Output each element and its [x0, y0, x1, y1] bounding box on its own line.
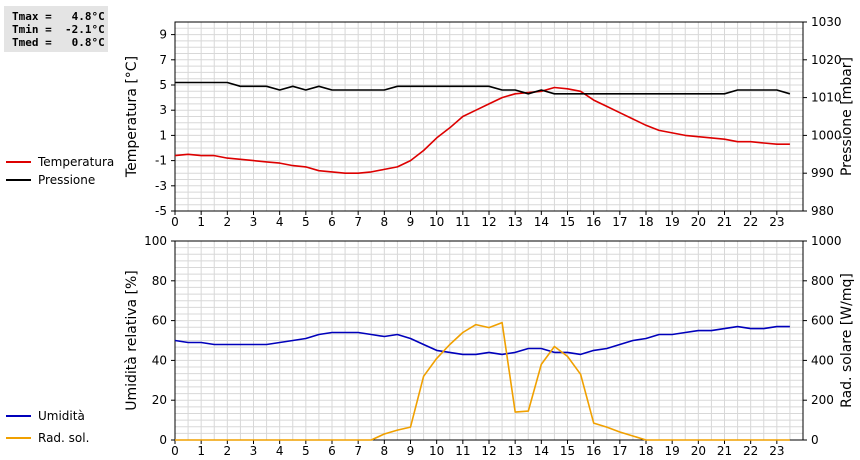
x-tick-label: 5 [302, 444, 310, 458]
x-tick-label: 3 [250, 215, 258, 229]
x-tick-label: 9 [407, 444, 415, 458]
x-tick-label: 18 [638, 215, 653, 229]
y-right-tick-label: 1030 [811, 15, 842, 29]
y-left-tick-label: 0 [159, 433, 167, 447]
x-tick-label: 15 [560, 215, 575, 229]
y-right-axis-label: Rad. solare [W/mq] [839, 273, 855, 408]
x-tick-label: 0 [171, 444, 179, 458]
y-right-tick-label: 600 [811, 314, 834, 328]
x-tick-label: 15 [560, 444, 575, 458]
x-tick-label: 8 [381, 444, 389, 458]
x-tick-label: 14 [534, 215, 549, 229]
x-tick-label: 22 [743, 444, 758, 458]
x-tick-label: 0 [171, 215, 179, 229]
x-tick-label: 7 [354, 215, 362, 229]
x-tick-label: 1 [197, 215, 205, 229]
x-tick-label: 13 [508, 444, 523, 458]
legend-label: Temperatura [37, 155, 114, 169]
x-tick-label: 4 [276, 444, 284, 458]
x-tick-label: 23 [769, 215, 784, 229]
x-tick-label: 2 [224, 215, 232, 229]
series-line-pressione [175, 81, 791, 95]
y-left-tick-label: -5 [155, 204, 167, 218]
y-left-tick-label: 80 [152, 274, 167, 288]
x-tick-label: 6 [328, 444, 336, 458]
x-tick-label: 14 [534, 444, 549, 458]
x-tick-label: 16 [586, 215, 601, 229]
y-left-tick-label: 60 [152, 314, 167, 328]
y-left-tick-label: 20 [152, 393, 167, 407]
x-tick-label: 3 [250, 444, 258, 458]
y-right-tick-label: 0 [811, 433, 819, 447]
stat-tmax: Tmax = 4.8°C [12, 10, 105, 23]
y-right-tick-label: 1020 [811, 53, 842, 67]
y-left-tick-label: 7 [159, 53, 167, 67]
legend-label: Umidità [38, 409, 85, 423]
x-tick-label: 10 [429, 215, 444, 229]
legend-label: Pressione [38, 173, 95, 187]
y-right-axis-label: Pressione [mbar] [839, 57, 855, 176]
x-tick-label: 9 [407, 215, 415, 229]
x-tick-label: 1 [197, 444, 205, 458]
y-right-tick-label: 400 [811, 353, 834, 367]
x-tick-label: 22 [743, 215, 758, 229]
y-right-tick-label: 990 [811, 166, 834, 180]
x-tick-label: 10 [429, 444, 444, 458]
x-tick-label: 17 [612, 444, 627, 458]
y-left-axis-label: Umidità relativa [%] [124, 270, 140, 411]
y-left-tick-label: 1 [159, 128, 167, 142]
stat-tmin: Tmin = -2.1°C [12, 23, 105, 36]
x-tick-label: 19 [665, 215, 680, 229]
y-left-tick-label: 100 [144, 234, 167, 248]
x-tick-label: 6 [328, 215, 336, 229]
x-tick-label: 16 [586, 444, 601, 458]
y-right-tick-label: 800 [811, 274, 834, 288]
y-left-tick-label: -3 [155, 179, 167, 193]
x-tick-label: 13 [508, 215, 523, 229]
series-line-temperatura [174, 86, 790, 174]
y-left-tick-label: 9 [159, 28, 167, 42]
y-right-tick-label: 200 [811, 393, 834, 407]
x-tick-label: 11 [455, 444, 470, 458]
x-tick-label: 4 [276, 215, 284, 229]
y-left-tick-label: 5 [159, 78, 167, 92]
stats-box: Tmax = 4.8°C Tmin = -2.1°C Tmed = 0.8°C [4, 6, 108, 52]
x-tick-label: 12 [481, 215, 496, 229]
series-line-rad-sol- [175, 321, 790, 441]
y-left-tick-label: -1 [155, 154, 167, 168]
series-line-umidit- [174, 325, 790, 356]
y-right-tick-label: 1000 [811, 234, 842, 248]
x-tick-label: 19 [665, 444, 680, 458]
stat-tmed: Tmed = 0.8°C [12, 36, 105, 49]
x-tick-label: 17 [612, 215, 627, 229]
y-right-tick-label: 1000 [811, 128, 842, 142]
x-tick-label: 11 [455, 215, 470, 229]
x-tick-label: 20 [691, 444, 706, 458]
x-tick-label: 2 [224, 444, 232, 458]
x-tick-label: 5 [302, 215, 310, 229]
chart-panel-2: 0 1 2 3 4 5 6 7 8 9 10 11 12 13 14 15 16 17 18 19 20 21 22 2302… [6, 234, 855, 458]
x-tick-label: 12 [481, 444, 496, 458]
y-left-tick-label: 40 [152, 353, 167, 367]
y-left-tick-label: 3 [159, 103, 167, 117]
chart-panel-1: 0 1 2 3 4 5 6 7 8 9 10 11 12 13 14 15 16 17 18 19 20 21 22 23-5… [6, 15, 855, 229]
x-tick-label: 8 [381, 215, 389, 229]
x-tick-label: 7 [354, 444, 362, 458]
x-tick-label: 20 [691, 215, 706, 229]
y-right-tick-label: 1010 [811, 91, 842, 105]
x-tick-label: 18 [638, 444, 653, 458]
x-tick-label: 21 [717, 444, 732, 458]
x-tick-label: 21 [717, 215, 732, 229]
y-right-tick-label: 980 [811, 204, 834, 218]
legend-label: Rad. sol. [38, 431, 89, 445]
y-left-axis-label: Temperatura [°C] [124, 56, 140, 178]
x-tick-label: 23 [769, 444, 784, 458]
